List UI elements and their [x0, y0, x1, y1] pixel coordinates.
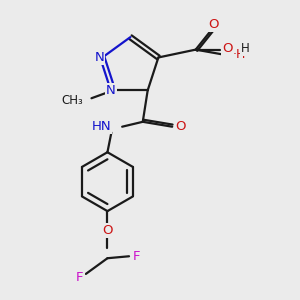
Text: CH₃: CH₃: [62, 94, 84, 107]
Text: O: O: [208, 18, 219, 31]
Text: N: N: [94, 51, 104, 64]
Text: N: N: [106, 84, 116, 97]
Text: O: O: [222, 42, 232, 55]
Text: F: F: [76, 272, 84, 284]
Text: O: O: [175, 120, 185, 133]
Text: O: O: [102, 224, 113, 237]
Text: H: H: [241, 42, 250, 55]
Text: HN: HN: [92, 120, 111, 133]
Text: F: F: [133, 250, 141, 263]
Text: ·H: ·H: [233, 48, 246, 61]
